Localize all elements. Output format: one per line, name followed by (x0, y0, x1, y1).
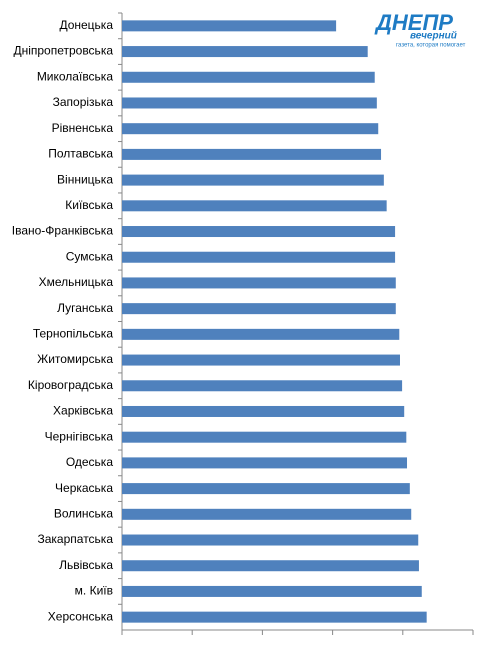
bar (122, 251, 396, 263)
y-tick-label: Хмельницька (39, 275, 114, 289)
bar (122, 534, 419, 546)
bar (122, 354, 400, 366)
bar (122, 328, 400, 340)
bar (122, 585, 422, 597)
bar (122, 97, 377, 109)
logo-subname: вечерний (410, 31, 457, 42)
y-tick-label: м. Київ (75, 584, 113, 598)
y-tick-label: Львівська (59, 558, 113, 572)
y-tick-label: Івано-Франківська (12, 224, 114, 238)
bar (122, 20, 337, 32)
bar (122, 174, 384, 186)
logo: ДНЕПР вечерний газета, которая помогает (374, 10, 466, 49)
bar (122, 405, 405, 417)
y-tick-label: Одеська (66, 455, 114, 469)
bar (122, 226, 396, 238)
bar (122, 380, 403, 392)
y-tick-label: Запорізька (53, 95, 114, 109)
y-tick-label: Донецька (59, 18, 113, 32)
y-tick-label: Рівненська (52, 121, 114, 135)
y-tick-label: Закарпатська (38, 532, 114, 546)
y-tick-label: Тернопільська (33, 327, 113, 341)
logo-slogan: газета, которая помогает (396, 43, 466, 49)
logo-name: ДНЕПР (374, 10, 453, 35)
bar (122, 483, 410, 495)
bar (122, 508, 412, 520)
bar (122, 123, 379, 135)
y-tick-label: Сумська (66, 249, 114, 263)
bar (122, 46, 368, 58)
y-tick-label: Житомирська (37, 352, 113, 366)
y-tick-label: Кіровоградська (28, 378, 113, 392)
y-tick-label: Вінницька (57, 172, 113, 186)
y-tick-label: Харківська (53, 404, 113, 418)
y-tick-label: Полтавська (48, 147, 113, 161)
bar (122, 148, 382, 160)
y-tick-label: Черкаська (55, 481, 113, 495)
y-tick-label: Херсонська (48, 609, 114, 623)
bar (122, 611, 427, 623)
bar (122, 71, 375, 83)
bar (122, 303, 396, 315)
y-tick-label: Київська (65, 198, 113, 212)
y-tick-label: Миколаївська (37, 69, 114, 83)
y-tick-label: Дніпропетровська (13, 44, 113, 58)
bar (122, 200, 387, 212)
bar (122, 277, 396, 289)
bar (122, 457, 408, 469)
bar (122, 560, 419, 572)
bar (122, 431, 407, 443)
y-tick-label: Луганська (57, 301, 113, 315)
y-tick-label: Волинська (54, 506, 114, 520)
y-tick-label: Чернігівська (45, 429, 114, 443)
